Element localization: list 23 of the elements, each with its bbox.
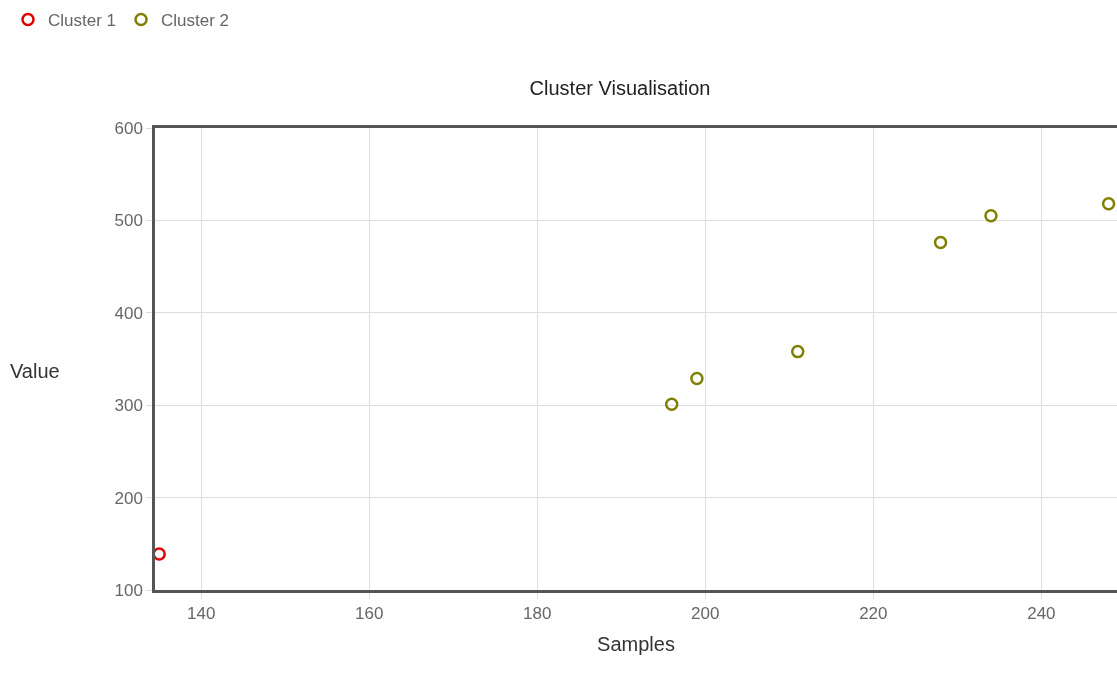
y-tick-label: 500: [114, 211, 143, 231]
point: [790, 344, 805, 359]
point: [1101, 197, 1116, 211]
y-tick-label: 400: [114, 303, 143, 323]
y-tick-label: 300: [114, 396, 143, 416]
x-tick-label: 200: [691, 604, 720, 624]
x-tick-label: 240: [1027, 604, 1056, 624]
point: [984, 209, 998, 223]
y-tick-label: 200: [114, 488, 143, 508]
legend-label: Cluster 2: [161, 11, 230, 31]
x-axis-title: Samples: [597, 632, 675, 655]
legend-label: Cluster 1: [48, 11, 117, 31]
y-tick-label: 100: [114, 580, 143, 600]
point: [664, 397, 679, 412]
point: [933, 235, 948, 250]
x-tick-label: 160: [355, 604, 384, 624]
point: [690, 371, 704, 386]
y-tick-label: 600: [114, 118, 143, 138]
x-tick-label: 180: [523, 604, 552, 624]
x-tick-label: 220: [859, 604, 888, 624]
chart-title: Cluster Visualisation: [529, 77, 711, 99]
x-tick-label: 140: [187, 604, 216, 624]
y-axis-title: Value: [10, 360, 60, 382]
